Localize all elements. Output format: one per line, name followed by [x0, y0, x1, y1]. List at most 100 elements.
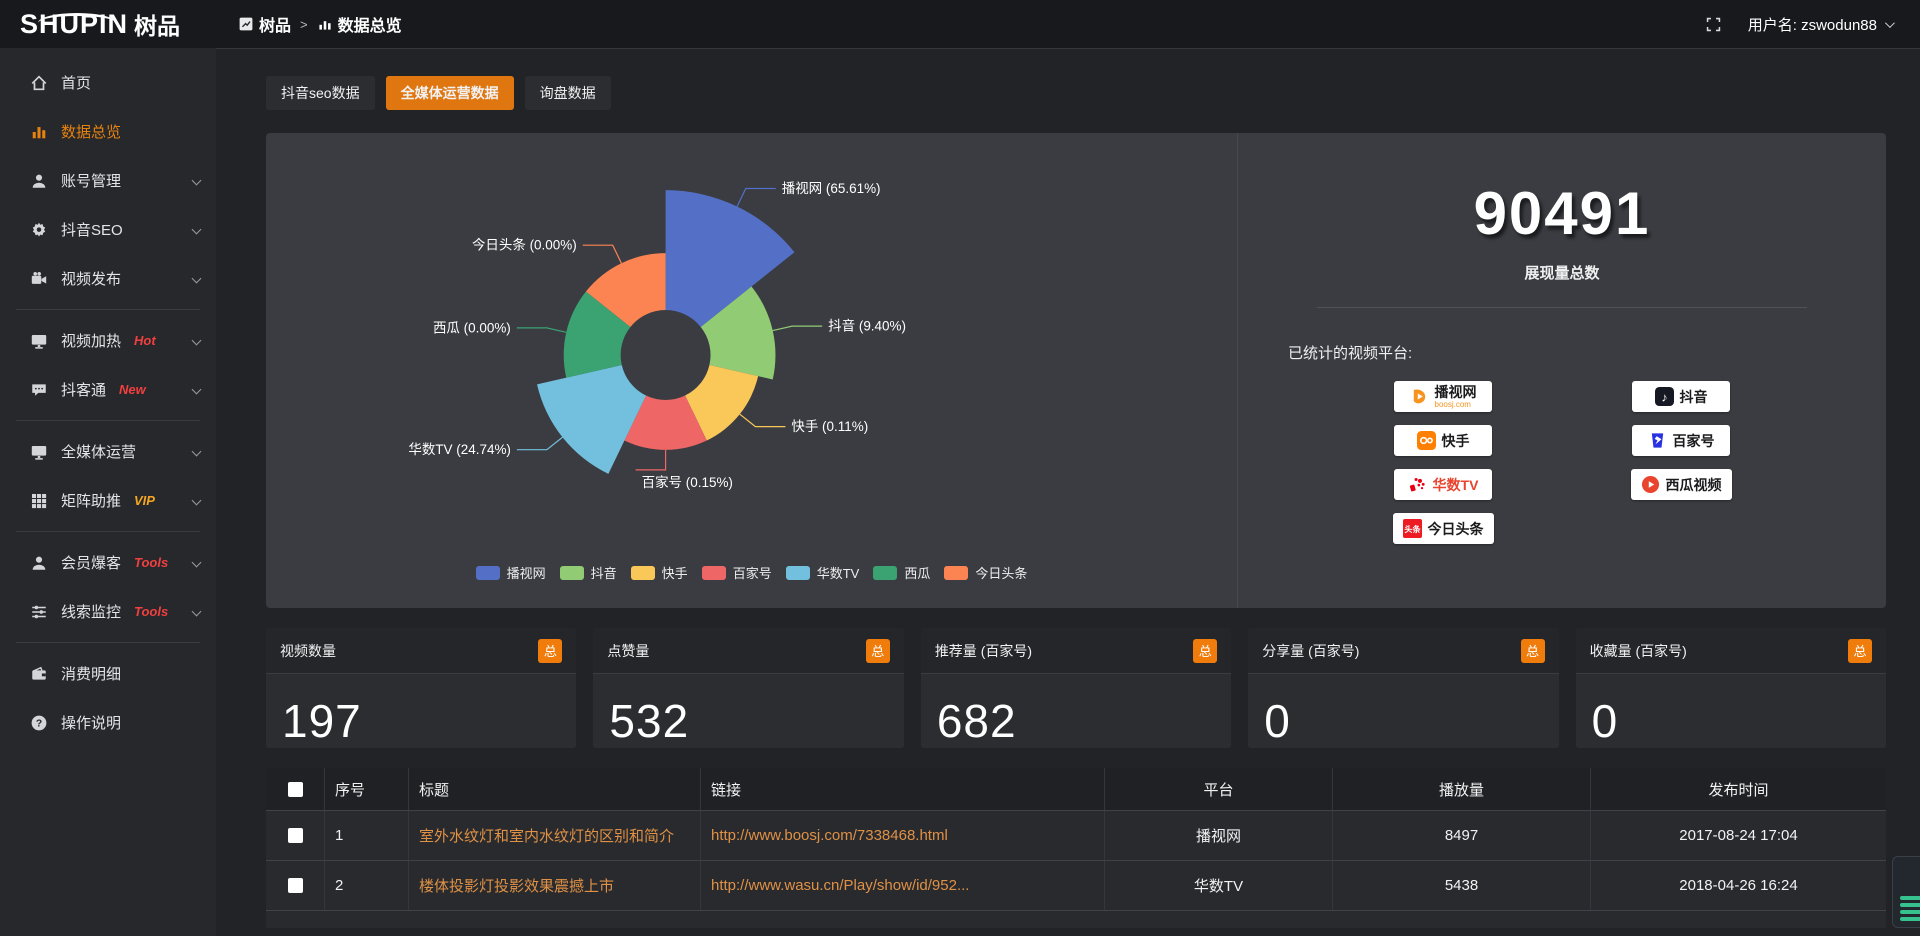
rose-pie-chart[interactable]: 播视网 (65.61%) 抖音 (9.40%) 快手 (0.11%) 百家号 (0.1…: [266, 133, 1237, 608]
tab-询盘数据[interactable]: 询盘数据: [524, 76, 611, 110]
pie-slice-今日头条[interactable]: [585, 253, 666, 327]
platform-badge-抖音: ♪ 抖音: [1632, 381, 1730, 412]
sidebar-item-账号管理[interactable]: 账号管理: [0, 156, 216, 205]
platform-badge-播视网: 播视网 boosj.com: [1394, 381, 1492, 412]
legend-swatch: [701, 565, 726, 580]
topbar: SHUPIN 树品 树品 > 数据总览 用户名: zswodun88: [0, 0, 1920, 48]
legend-swatch: [630, 565, 655, 580]
stat-card-value: 682: [936, 695, 1017, 747]
sidebar-item-线索监控[interactable]: 线索监控 Tools: [0, 587, 216, 636]
total-badge[interactable]: 总: [1848, 638, 1873, 663]
boosj-logo-icon: [1410, 387, 1429, 406]
baijiahao-logo-icon: [1648, 431, 1667, 450]
stat-card-header: 点赞量 总: [593, 628, 904, 674]
cell-link[interactable]: http://www.boosj.com/7338468.html: [700, 811, 1104, 860]
cell-title[interactable]: 楼体投影灯投影效果震撼上市: [408, 861, 700, 910]
logo-arc-decoration: [38, 12, 116, 23]
trend-square-icon: [238, 16, 254, 32]
legend-item-百家号[interactable]: 百家号: [701, 563, 772, 582]
sidebar-item-抖客通[interactable]: 抖客通 New: [0, 365, 216, 414]
sidebar-item-首页[interactable]: 首页: [0, 58, 216, 107]
legend-item-快手[interactable]: 快手: [630, 563, 688, 582]
fullscreen-icon[interactable]: [1705, 16, 1722, 33]
table-header-row: 序号 标题 链接 平台 播放量 发布时间: [266, 768, 1886, 810]
legend-item-西瓜[interactable]: 西瓜: [873, 563, 930, 582]
summary-divider: [1317, 307, 1807, 308]
column-header-平台: 平台: [1104, 768, 1332, 810]
row-checkbox[interactable]: [287, 878, 303, 893]
total-badge[interactable]: 总: [1193, 638, 1218, 663]
stat-card-分享量 (百家号): 分享量 (百家号) 总 0: [1248, 628, 1559, 748]
cell-link[interactable]: http://www.wasu.cn/Play/show/id/952...: [700, 861, 1104, 910]
cell-num: 1: [324, 811, 408, 860]
tab-全媒体运营数据[interactable]: 全媒体运营数据: [385, 76, 514, 110]
sidebar-item-视频发布[interactable]: 视频发布: [0, 254, 216, 303]
pie-slice-华数TV[interactable]: [537, 365, 647, 474]
sidebar-item-矩阵助推[interactable]: 矩阵助推 VIP: [0, 476, 216, 525]
table-row: 2 楼体投影灯投影效果震撼上市 http://www.wasu.cn/Play/sh…: [266, 860, 1886, 910]
pie-slice-西瓜[interactable]: [563, 291, 631, 378]
pie-slice-抖音[interactable]: [700, 286, 776, 380]
breadcrumb: 树品 > 数据总览: [238, 12, 402, 36]
breadcrumb-item-root[interactable]: 树品: [238, 12, 291, 36]
platform-name: 西瓜视频: [1665, 476, 1722, 493]
chevron-down-icon: [191, 495, 202, 506]
row-select-cell: [266, 861, 324, 910]
sliders-icon: [30, 603, 48, 621]
pie-chart-section: 播视网 (65.61%) 抖音 (9.40%) 快手 (0.11%) 百家号 (0.1…: [266, 133, 1238, 608]
legend-item-播视网[interactable]: 播视网: [475, 563, 546, 582]
row-checkbox[interactable]: [287, 828, 303, 843]
sidebar-item-全媒体运营[interactable]: 全媒体运营: [0, 427, 216, 476]
topbar-right: 用户名: zswodun88: [1705, 14, 1920, 35]
sidebar-item-label: 视频加热: [61, 333, 122, 350]
pie-label-line: [635, 449, 667, 471]
home-icon: [30, 74, 48, 92]
stat-cards-row: 视频数量总 197 点赞量总 532 推荐量 (百家号) 总 682 分享量 (百家号) 总 0 收…: [266, 628, 1887, 748]
svg-text:♪: ♪: [1661, 390, 1667, 404]
cell-title[interactable]: 室外水纹灯和室内水纹灯的区别和简介: [408, 811, 700, 860]
platform-subtext: boosj.com: [1434, 399, 1471, 409]
pie-label-line: [516, 327, 567, 333]
legend-label: 华数TV: [816, 566, 860, 581]
stat-card-推荐量 (百家号): 推荐量 (百家号) 总 682: [920, 628, 1232, 748]
chevron-down-icon: [191, 557, 202, 568]
pie-label-line: [516, 436, 563, 451]
floating-widget[interactable]: [1892, 856, 1920, 928]
cell-num: 2: [324, 861, 408, 910]
column-header-序号: 序号: [324, 768, 408, 810]
pie-slice-百家号[interactable]: [624, 395, 707, 450]
legend-item-抖音[interactable]: 抖音: [559, 563, 617, 582]
legend-swatch: [785, 565, 810, 580]
legend-label: 快手: [661, 566, 688, 581]
sidebar-item-消费明细[interactable]: 消费明细: [0, 649, 216, 698]
platform-name: 华数TV: [1432, 476, 1479, 493]
pie-label-line: [739, 413, 786, 428]
sidebar-item-会员爆客[interactable]: 会员爆客 Tools: [0, 538, 216, 587]
sidebar-item-数据总览[interactable]: 数据总览: [0, 107, 216, 156]
cell-time: 2017-08-24 17:04: [1590, 811, 1886, 860]
pie-slice-快手[interactable]: [685, 365, 759, 441]
legend-item-今日头条[interactable]: 今日头条: [944, 563, 1027, 582]
legend-item-华数TV[interactable]: 华数TV: [785, 563, 860, 582]
breadcrumb-root-label: 树品: [259, 18, 292, 35]
platform-name: 百家号: [1672, 432, 1715, 449]
total-badge[interactable]: 总: [1520, 638, 1545, 663]
pie-slice-播视网[interactable]: [665, 190, 795, 327]
sidebar-item-label: 抖音SEO: [61, 222, 123, 239]
monitor-icon: [30, 443, 48, 461]
sidebar-item-操作说明[interactable]: ? 操作说明: [0, 698, 216, 747]
legend-label: 播视网: [506, 566, 546, 581]
sidebar-item-tag: Tools: [134, 604, 169, 619]
select-all-checkbox[interactable]: [287, 781, 303, 797]
gear-icon: [30, 221, 48, 239]
sidebar-item-视频加热[interactable]: 视频加热 Hot: [0, 316, 216, 365]
tab-抖音seo数据[interactable]: 抖音seo数据: [266, 76, 375, 110]
sidebar-item-抖音SEO[interactable]: 抖音SEO: [0, 205, 216, 254]
chevron-down-icon: [191, 175, 202, 186]
user-menu[interactable]: 用户名: zswodun88: [1748, 14, 1895, 35]
total-badge[interactable]: 总: [538, 638, 563, 663]
total-badge[interactable]: 总: [865, 638, 890, 663]
chevron-down-icon: [1884, 17, 1895, 28]
svg-text:?: ?: [36, 718, 42, 729]
breadcrumb-item-current[interactable]: 数据总览: [317, 12, 402, 36]
